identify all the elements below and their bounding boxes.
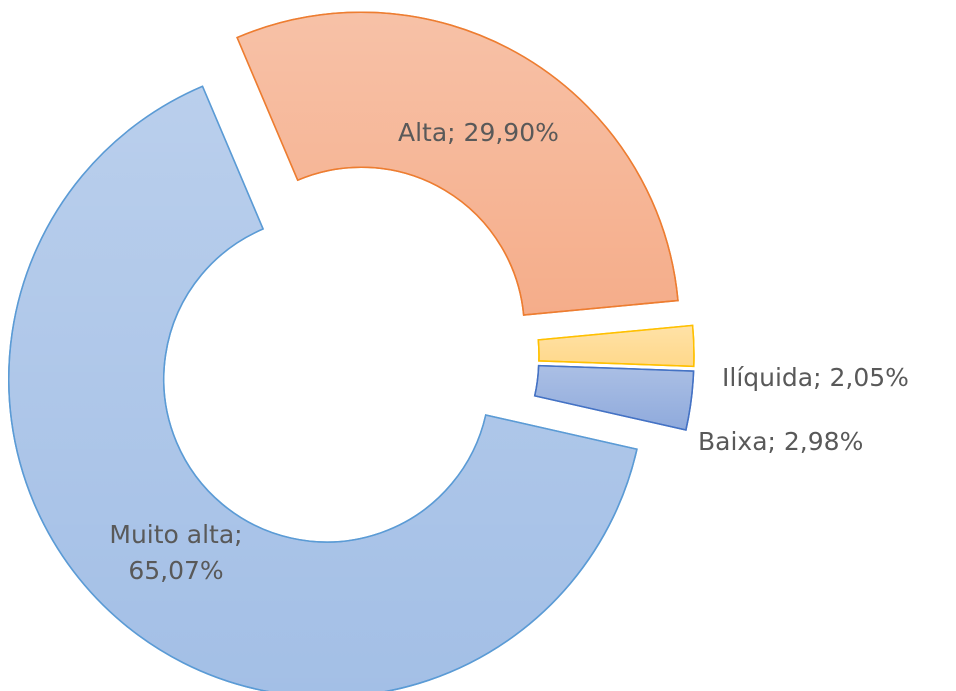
slice-shade — [236, 11, 679, 316]
slice-shade — [533, 364, 695, 431]
data-label: Alta; 29,90% — [398, 118, 559, 147]
slice-shade — [8, 85, 638, 691]
data-label: Muito alta; 65,07% — [109, 520, 243, 585]
slice-shade — [537, 324, 695, 368]
data-label: Baixa; 2,98% — [698, 427, 864, 456]
data-label: Ilíquida; 2,05% — [722, 363, 909, 392]
